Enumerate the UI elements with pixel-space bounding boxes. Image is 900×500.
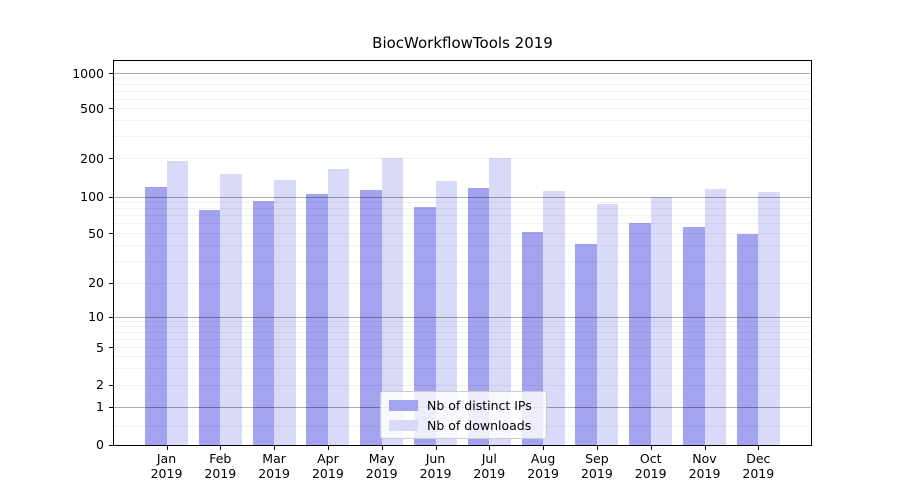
x-tick-label-apr: Apr 2019 xyxy=(311,451,344,481)
bar-downloads-oct xyxy=(650,197,673,445)
y-tick-mark xyxy=(109,196,113,198)
bar-downloads-apr xyxy=(327,169,350,445)
bar-downloads-may xyxy=(381,157,404,445)
bars-layer xyxy=(114,61,811,445)
y-tick-label: 10 xyxy=(88,309,104,324)
x-tick-mark xyxy=(381,446,383,450)
y-tick-mark xyxy=(109,73,113,74)
x-tick-mark xyxy=(489,446,491,450)
y-tick-mark xyxy=(109,108,113,109)
bar-downloads-feb xyxy=(220,173,242,445)
bar-distinct-ips-may xyxy=(360,189,382,445)
x-tick-label-nov: Nov 2019 xyxy=(688,451,721,481)
x-tick-mark xyxy=(327,446,329,450)
bar-distinct-ips-jul xyxy=(467,187,490,445)
y-tick-label: 50 xyxy=(88,225,104,241)
legend: Nb of distinct IPs Nb of downloads xyxy=(380,391,547,439)
y-tick-label: 2 xyxy=(96,377,104,392)
bar-distinct-ips-jun xyxy=(414,206,436,445)
x-tick-label-dec: Dec 2019 xyxy=(742,451,775,481)
x-tick-label-aug: Aug 2019 xyxy=(527,451,559,481)
y-tick-mark xyxy=(109,316,113,318)
y-tick-label: 1 xyxy=(96,399,104,414)
x-tick-mark xyxy=(704,446,706,450)
y-tick-mark xyxy=(109,384,113,386)
bar-downloads-mar xyxy=(274,179,296,445)
bar-distinct-ips-sep xyxy=(575,244,597,445)
x-tick-mark xyxy=(596,446,598,450)
x-tick-label-jan: Jan 2019 xyxy=(150,451,183,481)
chart-title: BiocWorkflowTools 2019 xyxy=(372,34,553,52)
bar-distinct-ips-dec xyxy=(736,233,759,445)
x-tick-label-sep: Sep 2019 xyxy=(580,451,613,481)
bar-downloads-jun xyxy=(435,181,457,445)
y-tick-mark xyxy=(109,282,113,284)
x-tick-mark xyxy=(543,446,545,450)
bar-distinct-ips-mar xyxy=(252,201,275,445)
bar-distinct-ips-nov xyxy=(683,226,705,445)
x-tick-mark xyxy=(166,446,168,450)
y-tick-label: 1000 xyxy=(72,65,104,81)
x-tick-label-may: May 2019 xyxy=(365,451,398,481)
bar-distinct-ips-feb xyxy=(198,210,221,445)
y-tick-label: 5 xyxy=(96,339,104,355)
legend-label-downloads: Nb of downloads xyxy=(427,417,532,433)
y-tick-mark xyxy=(109,406,113,408)
bar-downloads-sep xyxy=(596,203,619,445)
bar-downloads-dec xyxy=(758,192,780,445)
x-tick-label-jun: Jun 2019 xyxy=(419,451,452,481)
y-tick-mark xyxy=(109,347,113,348)
x-tick-mark xyxy=(274,446,276,450)
x-tick-mark xyxy=(650,446,652,450)
x-tick-label-mar: Mar 2019 xyxy=(258,451,290,481)
y-tick-label: 20 xyxy=(88,275,104,290)
bar-downloads-jan xyxy=(166,161,188,445)
x-tick-mark xyxy=(220,446,222,450)
x-tick-mark xyxy=(758,446,760,450)
y-tick-mark xyxy=(109,444,113,446)
legend-swatch-distinct-ips xyxy=(389,399,418,411)
bar-downloads-nov xyxy=(704,188,726,445)
legend-row-distinct-ips: Nb of distinct IPs xyxy=(389,398,538,413)
bar-downloads-jul xyxy=(489,157,511,445)
y-tick-mark xyxy=(109,158,113,159)
bar-distinct-ips-apr xyxy=(306,194,328,445)
x-tick-label-jul: Jul 2019 xyxy=(473,451,506,481)
legend-swatch-downloads xyxy=(389,419,418,431)
bar-distinct-ips-oct xyxy=(629,223,651,445)
bar-downloads-aug xyxy=(543,191,565,445)
y-tick-label: 100 xyxy=(80,189,104,204)
y-tick-mark xyxy=(109,233,113,234)
legend-row-downloads: Nb of downloads xyxy=(389,418,538,433)
x-tick-label-oct: Oct 2019 xyxy=(634,451,667,481)
y-tick-label: 500 xyxy=(80,100,104,116)
legend-label-distinct-ips: Nb of distinct IPs xyxy=(427,397,532,413)
y-tick-label: 0 xyxy=(96,437,104,452)
x-tick-label-feb: Feb 2019 xyxy=(204,451,237,481)
bar-distinct-ips-jan xyxy=(145,186,167,445)
y-tick-label: 200 xyxy=(80,150,104,166)
plot-area: Nb of distinct IPs Nb of downloads xyxy=(113,60,812,446)
x-tick-mark xyxy=(435,446,437,450)
